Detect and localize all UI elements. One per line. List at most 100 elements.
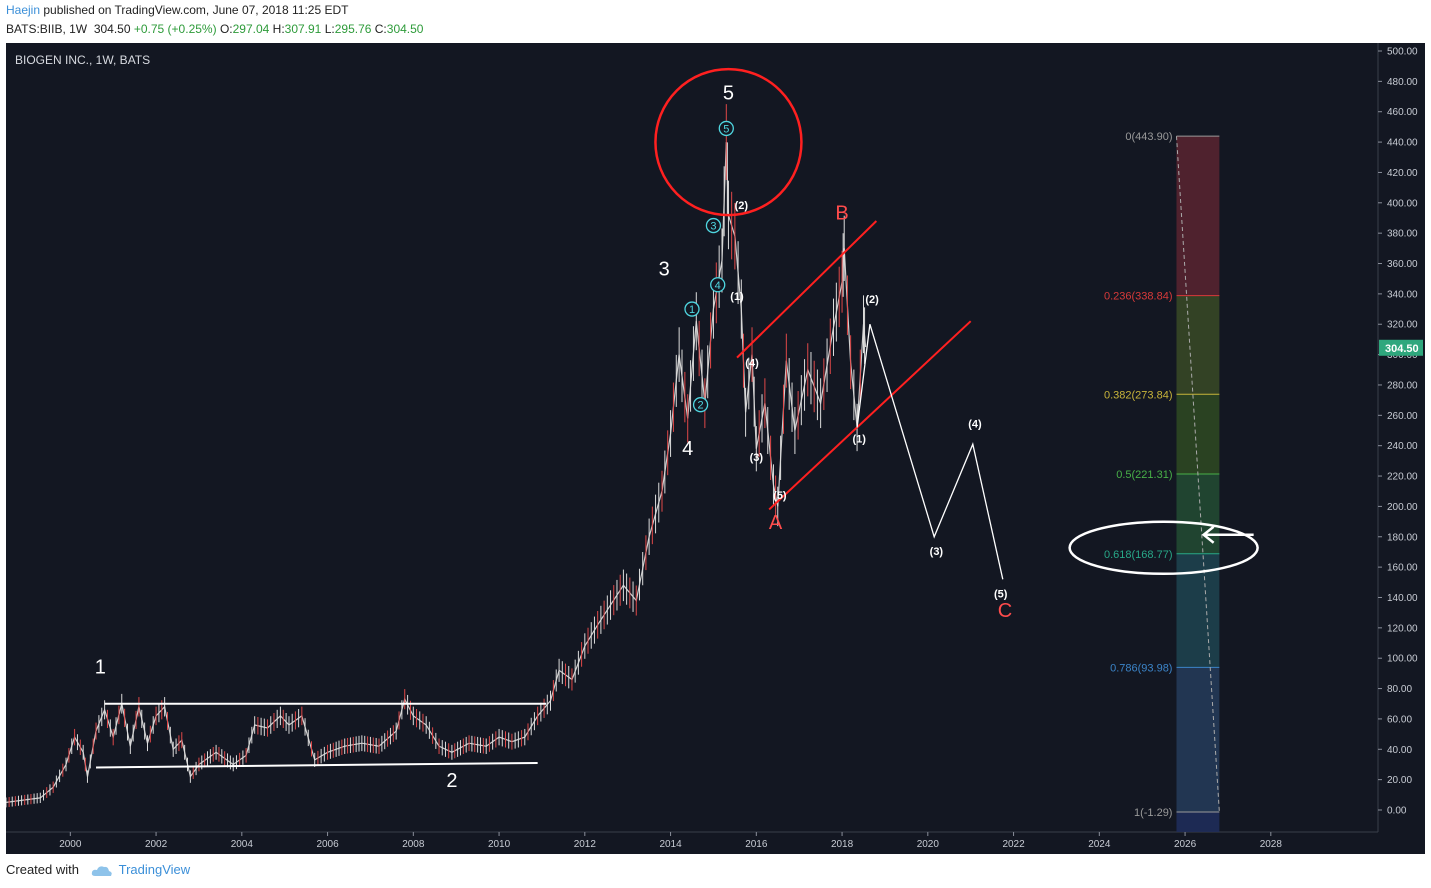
x-tick-label: 2004 <box>231 839 254 850</box>
x-tick-label: 2024 <box>1088 839 1111 850</box>
arrow-icon <box>1201 525 1254 544</box>
x-tick-label: 2006 <box>316 839 339 850</box>
x-tick-label: 2010 <box>488 839 511 850</box>
y-tick-label: 220.00 <box>1387 472 1418 483</box>
low-label: L: <box>324 22 335 36</box>
wave-label: (1) <box>852 434 866 446</box>
y-tick-label: 200.00 <box>1387 502 1418 513</box>
author-link[interactable]: Haejin <box>6 3 41 17</box>
price-axis-panel[interactable] <box>1378 43 1425 854</box>
fib-trend-line <box>1175 136 1220 812</box>
y-tick-label: 420.00 <box>1387 168 1418 179</box>
high-label: H: <box>272 22 285 36</box>
chart-canvas[interactable]: 500.00480.00460.00440.00420.00400.00380.… <box>6 43 1425 854</box>
x-tick-label: 2026 <box>1174 839 1197 850</box>
fib-level-label: 0(443.90) <box>1125 131 1172 143</box>
fib-618-highlight-ellipse <box>1068 520 1259 576</box>
y-tick-label: 0.00 <box>1387 806 1407 817</box>
x-tick-label: 2008 <box>402 839 425 850</box>
last-price: 304.50 <box>93 22 131 36</box>
wave-label: (3) <box>750 452 764 464</box>
wave-circle-label: 2 <box>698 400 704 412</box>
y-tick-label: 240.00 <box>1387 441 1418 452</box>
y-tick-label: 80.00 <box>1387 684 1412 695</box>
wave-circle-marker <box>705 217 722 234</box>
channel-line[interactable] <box>768 320 972 511</box>
wave-label: (2) <box>735 200 749 212</box>
current-price-badge <box>1379 339 1423 356</box>
close-value: 304.50 <box>386 22 424 36</box>
wave-label: (5) <box>994 588 1008 600</box>
fib-zone <box>1176 811 1220 832</box>
x-tick-label: 2018 <box>831 839 854 850</box>
close-label: C: <box>374 22 387 36</box>
open-value: 297.04 <box>232 22 270 36</box>
x-tick-label: 2016 <box>745 839 768 850</box>
wave-label: C <box>998 600 1012 622</box>
y-tick-label: 140.00 <box>1387 593 1418 604</box>
wave-label: (4) <box>968 418 982 430</box>
fib-level-label: 0.618(168.77) <box>1104 549 1173 561</box>
y-tick-label: 180.00 <box>1387 532 1418 543</box>
y-tick-label: 100.00 <box>1387 654 1418 665</box>
wave-label: B <box>835 202 848 224</box>
channel-line[interactable] <box>736 220 878 359</box>
y-tick-label: 260.00 <box>1387 411 1418 422</box>
y-tick-label: 480.00 <box>1387 77 1418 88</box>
wave-label: (2) <box>865 294 879 306</box>
wave-circle-marker <box>692 397 709 413</box>
wave-circle-label: 3 <box>710 221 716 233</box>
fib-level-label: 0.5(221.31) <box>1116 469 1172 481</box>
wave-label: A <box>769 512 783 534</box>
fib-level-label: 1(-1.29) <box>1134 807 1173 819</box>
wave-label: 5 <box>723 83 734 105</box>
x-tick-label: 2022 <box>1002 839 1025 850</box>
projection-path[interactable] <box>856 324 1004 580</box>
wave-circle-label: 5 <box>723 123 729 135</box>
y-tick-label: 280.00 <box>1387 380 1418 391</box>
wave-label: 3 <box>659 259 670 281</box>
price-change: +0.75 (+0.25%) <box>133 22 217 36</box>
tradingview-brand-link[interactable]: TradingView <box>118 862 191 877</box>
y-tick-label: 320.00 <box>1387 320 1418 331</box>
y-tick-label: 40.00 <box>1387 745 1412 756</box>
wave-label: (5) <box>773 490 787 502</box>
x-tick-label: 2012 <box>574 839 597 850</box>
y-tick-label: 360.00 <box>1387 259 1418 270</box>
wave-label: (1) <box>730 291 744 303</box>
x-tick-label: 2020 <box>917 839 940 850</box>
footer: Created with TradingView <box>6 862 190 878</box>
current-price-label: 304.50 <box>1385 343 1419 355</box>
fib-zone <box>1176 394 1220 475</box>
x-tick-label: 2000 <box>59 839 82 850</box>
y-tick-label: 120.00 <box>1387 623 1418 634</box>
fib-zone <box>1176 667 1220 812</box>
price-chart[interactable]: 500.00 480.00 460.00 440.00 420.00 400.00 380.… <box>6 43 1425 854</box>
published-text: published on TradingView.com, June 07, 2… <box>40 3 349 17</box>
wave-circle-marker <box>718 120 734 137</box>
y-tick-label: 440.00 <box>1387 138 1418 149</box>
fib-level-label: 0.236(338.84) <box>1104 291 1173 303</box>
fib-zone <box>1176 295 1220 395</box>
top-highlight-circle <box>654 67 803 217</box>
range-line[interactable] <box>96 761 538 769</box>
wave-circle-marker <box>710 277 726 293</box>
wave-label: (3) <box>930 546 944 558</box>
wave-label: 4 <box>682 438 693 460</box>
tradingview-cloud-icon <box>91 865 112 876</box>
y-tick-label: 340.00 <box>1387 289 1418 300</box>
created-with-label: Created with <box>6 862 79 877</box>
y-tick-label: 20.00 <box>1387 775 1412 786</box>
quote-line: BATS:BIIB, 1W 304.50 +0.75 (+0.25%) O:29… <box>6 22 423 36</box>
wave-circle-marker <box>684 301 700 317</box>
open-label: O: <box>219 22 233 36</box>
y-tick-label: 460.00 <box>1387 107 1418 118</box>
x-tick-label: 2028 <box>1260 839 1283 850</box>
x-tick-label: 2014 <box>659 839 682 850</box>
fib-level-label: 0.786(93.98) <box>1110 662 1172 674</box>
publish-info: Haejin published on TradingView.com, Jun… <box>6 3 348 17</box>
wave-circle-label: 4 <box>715 280 721 292</box>
low-value: 295.76 <box>334 22 372 36</box>
y-tick-label: 60.00 <box>1387 714 1412 725</box>
x-tick-label: 2002 <box>145 839 168 850</box>
